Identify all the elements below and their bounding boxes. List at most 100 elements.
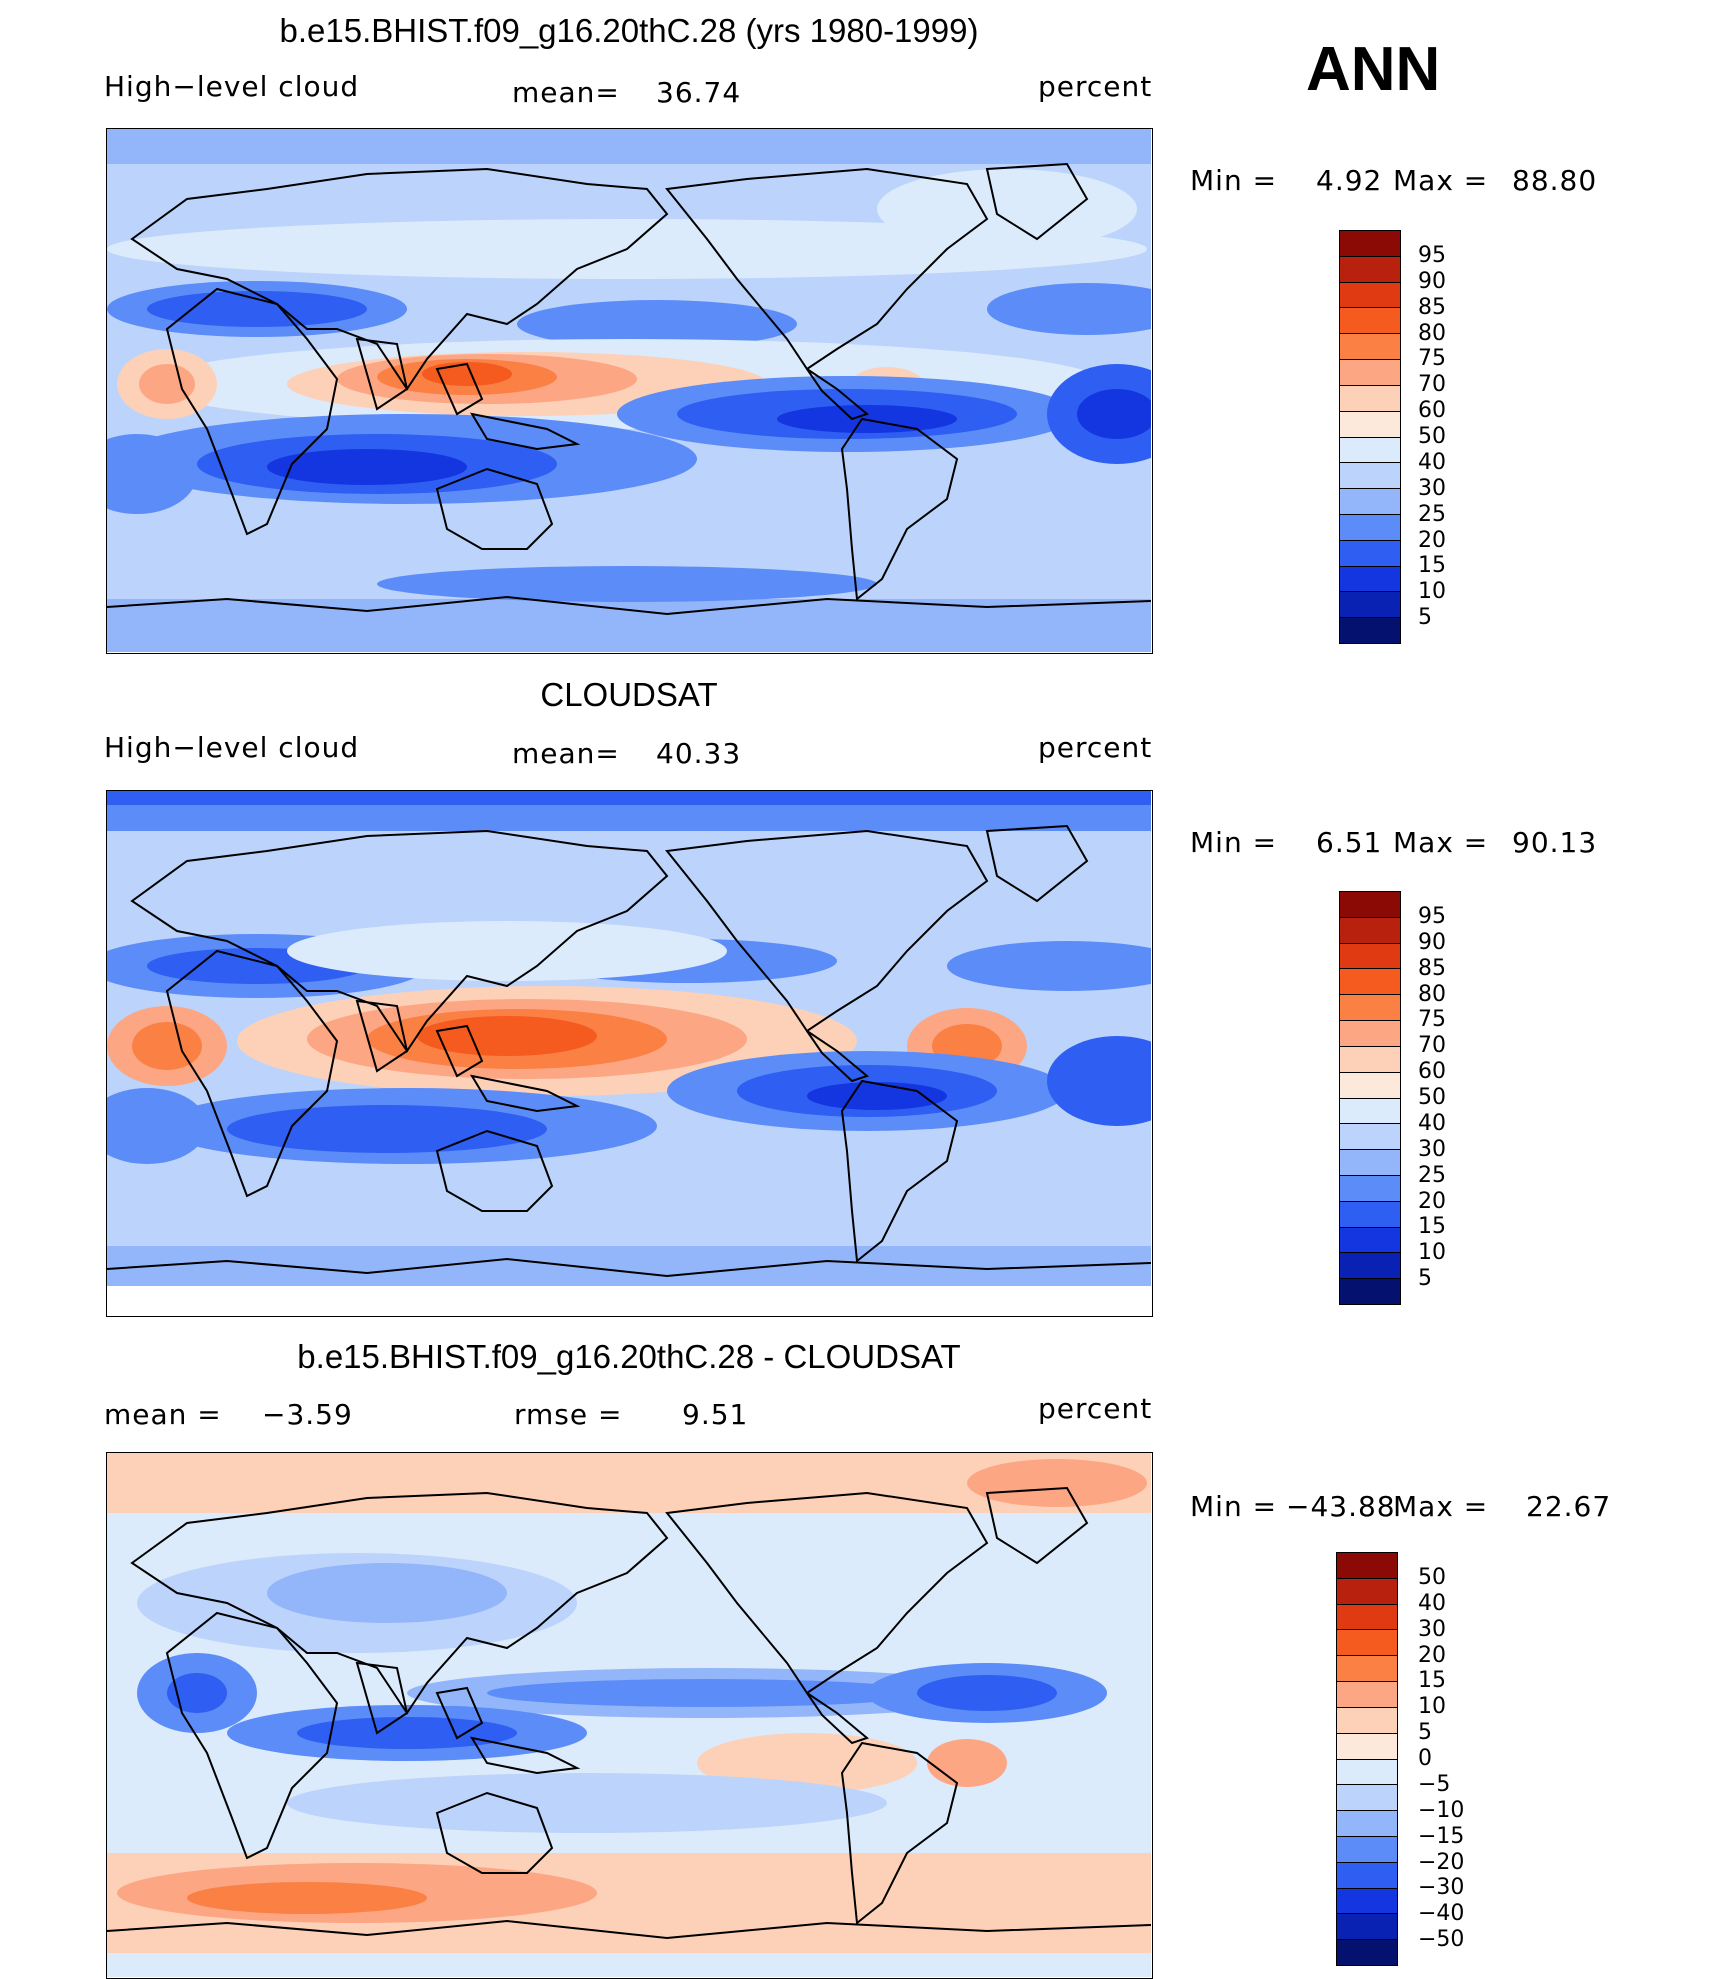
colorbar-tick-label: 80 [1418,320,1446,346]
panel-1-mean-label: mean= [512,76,620,109]
colorbar-swatch [1340,1175,1400,1202]
panel-3-units: percent [1038,1392,1153,1425]
season-label: ANN [1306,35,1441,104]
panel-3-min-label: Min = [1190,1490,1278,1523]
colorbar-tick-label: 60 [1418,398,1446,424]
contour-region [267,1563,507,1623]
contour-region [107,1088,207,1164]
colorbar-tick-label: 15 [1418,1214,1446,1240]
colorbar-swatch [1340,1150,1400,1176]
colorbar-tick-label: 15 [1418,1668,1446,1694]
colorbar-swatch [1337,1553,1397,1579]
panel-1-colorbar-labels: 95 90 85 80 75 70 60 50 40 30 25 20 15 10 5 [1418,230,1498,644]
contour-region [377,566,877,602]
contour-region [1047,1036,1151,1126]
colorbar-tick-label: 40 [1418,449,1446,475]
colorbar-tick-label: 10 [1418,579,1446,605]
panel-1-colorbar [1339,230,1401,644]
colorbar-swatch [1337,1682,1397,1708]
colorbar-swatch [1337,1733,1397,1760]
colorbar-tick-label: 95 [1418,242,1446,268]
panel-2-colorbar-labels: 95 90 85 80 75 70 60 50 40 30 25 20 15 10 5 [1418,891,1498,1305]
contour-region [287,1773,887,1833]
colorbar-tick-label: −5 [1418,1771,1451,1797]
panel-2-title: CLOUDSAT [540,676,718,713]
coastline [130,829,669,1053]
coastline [435,1129,554,1212]
coastline [435,1791,554,1874]
colorbar-tick-label: 10 [1418,1240,1446,1266]
colorbar-tick-label: −20 [1418,1849,1465,1875]
contour-band [107,129,1151,164]
panel-3-min-value: −43.88 [1286,1490,1396,1523]
colorbar-tick-label: −30 [1418,1875,1465,1901]
contour-region [227,1105,547,1153]
colorbar-swatch [1337,1785,1397,1812]
colorbar-swatch [1337,1630,1397,1657]
coastline [840,1741,959,1925]
colorbar-tick-label: 70 [1418,1033,1446,1059]
panel-3-rmse-value: 9.51 [682,1398,749,1431]
colorbar-swatch [1340,1098,1400,1125]
panel-3-mean-label: mean = [104,1398,222,1431]
panel-3-colorbar-labels: 50 40 30 20 15 10 5 0 −5 −10 −15 −20 −30 −40 −50 [1418,1552,1508,1966]
colorbar-swatch [1340,995,1400,1022]
colorbar-swatch [1340,943,1400,970]
panel-3-mean-value: −3.59 [262,1398,353,1431]
coastline [355,1661,409,1735]
colorbar-tick-label: 50 [1418,1085,1446,1110]
colorbar-swatch [1337,1836,1397,1863]
colorbar-swatch [1337,1759,1397,1786]
contour-band [107,599,1151,652]
panel-2-units: percent [1038,731,1153,764]
panel-3-colorbar [1336,1552,1398,1966]
colorbar-swatch [1340,592,1400,619]
panel-1-map [106,128,1153,654]
colorbar-swatch [1337,1914,1397,1941]
coastline [107,1919,1151,1940]
coastline [355,337,409,411]
contour-region [139,364,195,404]
panel-2-min-label: Min = [1190,826,1278,859]
colorbar-swatch [1340,360,1400,386]
panel-3-title: b.e15.BHIST.f09_g16.20thC.28 - CLOUDSAT [297,1338,961,1375]
panel-1-title: b.e15.BHIST.f09_g16.20thC.28 (yrs 1980-1… [279,12,979,49]
panel-1-variable-label: High−level cloud [104,70,360,103]
colorbar-swatch [1337,1707,1397,1734]
colorbar-swatch [1337,1656,1397,1683]
panel-3-map-svg [107,1453,1151,1977]
colorbar-swatch [1340,411,1400,438]
coastline [985,824,1089,903]
colorbar-swatch [1340,1279,1400,1304]
coastline [985,1486,1089,1565]
colorbar-swatch [1340,1201,1400,1228]
panel-1-map-svg [107,129,1151,652]
coastline [840,1079,959,1263]
panel-1-units: percent [1038,70,1153,103]
colorbar-swatch [1337,1862,1397,1889]
colorbar-swatch [1340,618,1400,643]
colorbar-swatch [1337,1604,1397,1631]
colorbar-swatch [1337,1578,1397,1605]
colorbar-tick-label: 25 [1418,1162,1446,1188]
colorbar-tick-label: 0 [1418,1746,1432,1771]
colorbar-tick-label: 5 [1418,605,1432,631]
colorbar-tick-label: −10 [1418,1797,1465,1823]
coastline [665,829,989,1033]
panel-1-min-label: Min = [1190,164,1278,197]
coastline [107,1257,1151,1278]
colorbar-swatch [1340,540,1400,567]
colorbar-swatch [1340,892,1400,918]
colorbar-swatch [1340,308,1400,335]
colorbar-tick-label: −15 [1418,1823,1465,1849]
panel-1-max-label: Max = [1393,164,1489,197]
colorbar-swatch [1340,566,1400,593]
contour-region [927,1739,1007,1787]
coastline [107,595,1151,616]
contour-region [417,1016,597,1056]
colorbar-tick-label: 20 [1418,1188,1446,1214]
panel-1-mean-value: 36.74 [656,76,742,109]
panel-1-min-value: 4.92 [1316,164,1383,197]
contour-region [297,1717,517,1749]
colorbar-swatch [1340,1072,1400,1099]
